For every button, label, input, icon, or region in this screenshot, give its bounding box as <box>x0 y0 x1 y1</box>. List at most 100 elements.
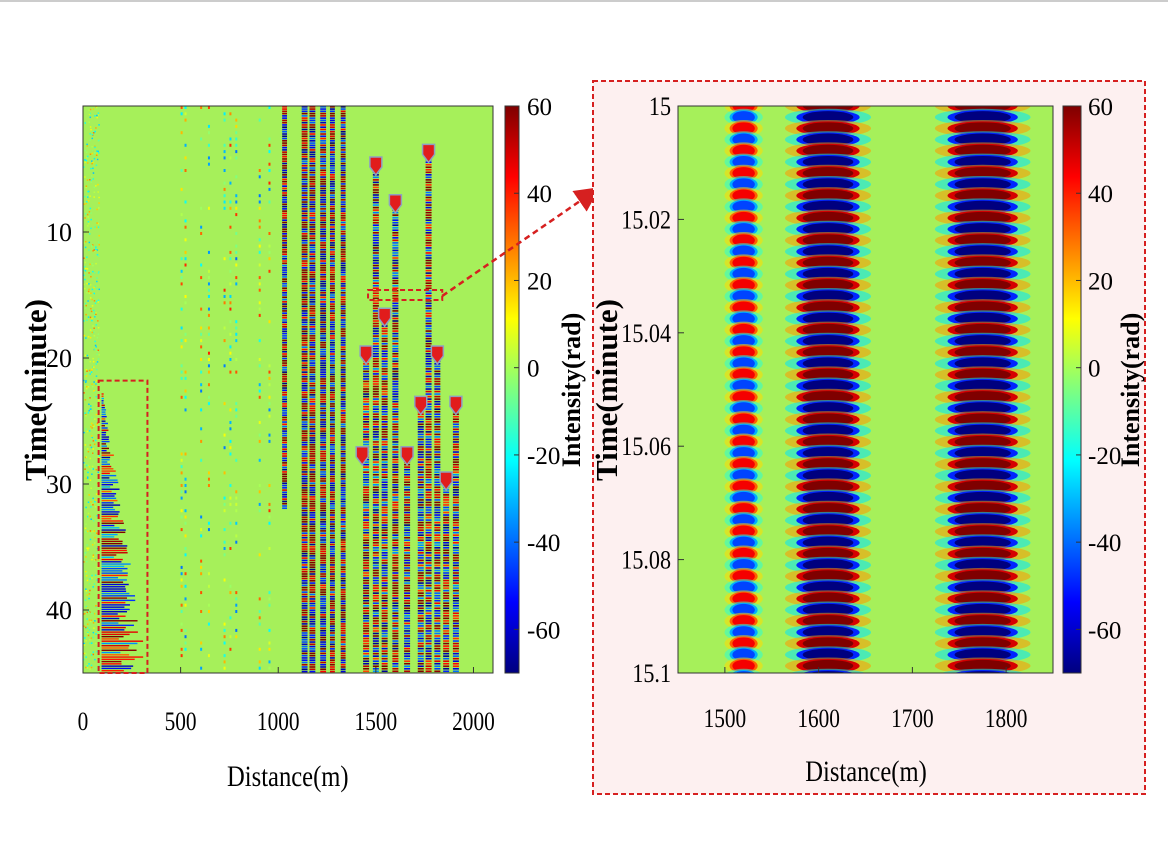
noise-speckle <box>90 218 92 221</box>
band-stripe <box>340 169 346 172</box>
band-stripe <box>320 550 327 553</box>
band-stripe <box>340 321 346 324</box>
event-track-stripe <box>372 400 379 403</box>
band-stripe <box>340 192 346 194</box>
event-track-stripe <box>404 579 411 582</box>
event-track-stripe <box>425 604 432 607</box>
event-track-stripe <box>425 163 432 166</box>
band-stripe <box>329 428 335 430</box>
event-track-stripe <box>381 602 388 605</box>
band-stripe <box>329 632 335 634</box>
weak-line-segment <box>235 332 238 336</box>
noise-speckle <box>85 380 87 382</box>
noise-speckle <box>83 431 85 434</box>
band-stripe <box>301 287 308 290</box>
event-track-stripe <box>392 305 399 307</box>
band-stripe <box>340 650 346 652</box>
band-stripe <box>320 273 327 276</box>
weak-line-segment <box>207 584 210 588</box>
event-track-stripe <box>392 219 399 221</box>
band-stripe <box>282 448 288 451</box>
event-track-stripe <box>434 529 441 531</box>
positive-lobe <box>954 256 1011 269</box>
noise-speckle <box>97 255 100 257</box>
noise-stripe <box>101 447 110 450</box>
band-stripe <box>329 373 335 376</box>
event-track-stripe <box>404 554 411 557</box>
band-stripe <box>301 305 308 308</box>
band-stripe <box>282 471 288 473</box>
band-stripe <box>340 335 346 337</box>
band-stripe <box>340 233 346 235</box>
event-track-stripe <box>404 667 411 670</box>
band-stripe <box>340 121 346 124</box>
event-track-stripe <box>381 524 388 526</box>
event-track-stripe <box>392 443 399 446</box>
weak-line-segment <box>235 521 238 525</box>
event-track-stripe <box>425 506 432 509</box>
band-stripe <box>329 128 335 131</box>
weak-line-segment <box>268 502 271 506</box>
band-stripe <box>309 248 316 251</box>
band-stripe <box>282 230 288 233</box>
weak-line-segment <box>268 364 271 368</box>
event-track-stripe <box>434 390 441 393</box>
band-stripe <box>320 532 327 534</box>
band-stripe <box>282 489 288 491</box>
band-stripe <box>301 484 308 487</box>
noise-speckle <box>89 263 91 266</box>
event-track-stripe <box>392 552 399 554</box>
band-stripe <box>309 239 316 242</box>
noise-stripe <box>101 633 130 636</box>
band-stripe <box>320 475 327 478</box>
band-stripe <box>329 289 335 292</box>
band-stripe <box>329 350 335 353</box>
band-stripe <box>340 602 346 605</box>
event-track-stripe <box>425 592 432 594</box>
band-stripe <box>309 516 316 519</box>
band-stripe <box>309 158 316 160</box>
band-stripe <box>309 144 316 147</box>
event-track-stripe <box>425 541 432 544</box>
band-stripe <box>329 364 335 367</box>
event-track-stripe <box>425 219 432 221</box>
event-track-stripe <box>372 403 379 405</box>
band-stripe <box>301 421 308 423</box>
noise-stripe <box>101 515 118 518</box>
noise-stripe <box>101 402 104 404</box>
band-stripe <box>320 582 327 584</box>
event-track-stripe <box>404 521 411 524</box>
negative-lobe <box>802 491 854 504</box>
band-stripe <box>329 323 335 326</box>
noise-speckle <box>86 194 88 197</box>
band-stripe <box>309 400 316 403</box>
band-stripe <box>301 446 308 448</box>
band-stripe <box>340 346 346 349</box>
event-track-stripe <box>425 519 432 521</box>
band-stripe <box>329 325 335 328</box>
event-track-stripe <box>381 408 388 410</box>
band-stripe <box>309 373 316 376</box>
band-stripe <box>309 110 316 113</box>
weak-line-segment <box>258 175 261 179</box>
event-track-stripe <box>443 559 450 562</box>
event-track-stripe <box>392 244 399 247</box>
band-stripe <box>309 325 316 328</box>
event-track-stripe <box>452 519 459 521</box>
noise-speckle <box>85 612 88 615</box>
event-track-stripe <box>452 541 459 544</box>
event-track-stripe <box>363 438 370 441</box>
band-stripe <box>340 117 346 119</box>
band-stripe <box>329 643 335 646</box>
noise-speckle <box>84 612 86 615</box>
event-track-stripe <box>363 473 370 476</box>
noise-stripe <box>101 576 119 579</box>
event-track-stripe <box>417 635 424 637</box>
colorbar-tick-label: 60 <box>1088 94 1113 121</box>
event-track-stripe <box>392 426 399 428</box>
band-stripe <box>340 239 346 242</box>
noise-speckle <box>95 324 98 326</box>
event-track-stripe <box>425 171 432 174</box>
weak-line-segment <box>184 238 187 242</box>
weak-line-segment <box>229 351 232 355</box>
